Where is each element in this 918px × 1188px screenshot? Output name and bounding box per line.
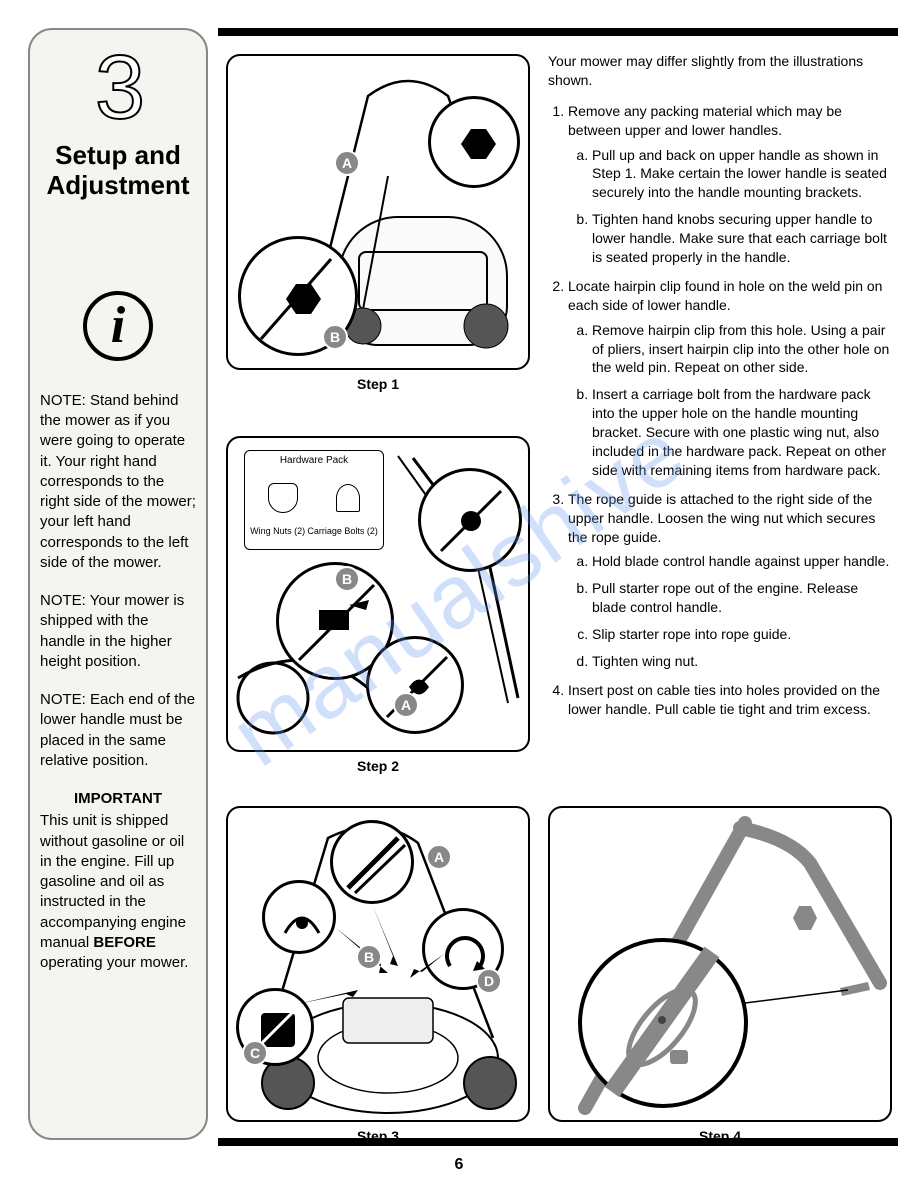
- manual-page: manualshive 3 Setup and Adjustment i NOT…: [0, 0, 918, 1188]
- instruction-2-text: Locate hairpin clip found in hole on the…: [568, 278, 882, 313]
- important-text-after: operating your mower.: [40, 954, 188, 971]
- detail-circle-knob: [428, 96, 520, 188]
- figure-step-2: Hardware Pack Wing Nuts (2) Carriage Bol…: [226, 436, 530, 752]
- figure-step-4: [548, 806, 892, 1122]
- bottom-border-bar: [218, 1138, 898, 1146]
- callout-b: B: [322, 324, 348, 350]
- step-2-label: Step 2: [357, 758, 399, 774]
- instruction-3b: Pull starter rope out of the engine. Rel…: [592, 579, 894, 617]
- instruction-list: Remove any packing material which may be…: [548, 102, 894, 719]
- callout-c-3: C: [242, 1040, 268, 1066]
- instruction-3d: Tighten wing nut.: [592, 652, 894, 671]
- callout-b-3: B: [356, 944, 382, 970]
- callout-d-3: D: [476, 968, 502, 994]
- callout-a: A: [334, 150, 360, 176]
- instruction-1a: Pull up and back on upper handle as show…: [592, 146, 894, 203]
- step-3-label: Step 3: [357, 1128, 399, 1144]
- important-text: This unit is shipped without gasoline or…: [40, 811, 196, 973]
- intro-text: Your mower may differ slightly from the …: [548, 52, 894, 90]
- detail-circle-a: [330, 820, 414, 904]
- step-1-label: Step 1: [357, 376, 399, 392]
- step-4-label: Step 4: [699, 1128, 741, 1144]
- important-text-before: This unit is shipped without gasoline or…: [40, 812, 186, 951]
- info-icon: i: [83, 291, 153, 361]
- figure-step-1: A B: [226, 54, 530, 370]
- sidebar-note-2: NOTE: Your mower is shipped with the han…: [40, 591, 196, 672]
- instruction-1: Remove any packing material which may be…: [568, 102, 894, 267]
- main-content: A B Step 1 Hardware Pack Wing Nuts (2) C…: [226, 46, 894, 1134]
- figure-step-3: A B C D: [226, 806, 530, 1122]
- instruction-3-text: The rope guide is attached to the right …: [568, 491, 875, 545]
- page-number: 6: [455, 1156, 464, 1174]
- detail-circle-b1: [262, 880, 336, 954]
- instruction-1-text: Remove any packing material which may be…: [568, 103, 842, 138]
- sidebar-note-3: NOTE: Each end of the lower handle must …: [40, 690, 196, 771]
- callout-a-3: A: [426, 844, 452, 870]
- important-label: IMPORTANT: [40, 789, 196, 809]
- chapter-sidebar: 3 Setup and Adjustment i NOTE: Stand beh…: [28, 28, 208, 1140]
- instruction-3c: Slip starter rope into rope guide.: [592, 625, 894, 644]
- chapter-number: 3: [40, 48, 196, 129]
- instruction-2a: Remove hairpin clip from this hole. Usin…: [592, 321, 894, 378]
- callout-a-2: A: [393, 692, 419, 718]
- sidebar-note-1: NOTE: Stand behind the mower as if you w…: [40, 391, 196, 573]
- instructions-column: Your mower may differ slightly from the …: [548, 52, 894, 729]
- important-bold: BEFORE: [93, 934, 156, 951]
- instruction-3a: Hold blade control handle against upper …: [592, 552, 894, 571]
- top-border-bar: [218, 28, 898, 36]
- callout-b-2: B: [334, 566, 360, 592]
- instruction-4: Insert post on cable ties into holes pro…: [568, 681, 894, 719]
- chapter-title: Setup and Adjustment: [40, 141, 196, 201]
- instruction-2: Locate hairpin clip found in hole on the…: [568, 277, 894, 480]
- detail-circle-bolt: [418, 468, 522, 572]
- instruction-2b: Insert a carriage bolt from the hardware…: [592, 385, 894, 479]
- detail-circle-cable-tie: [578, 938, 748, 1108]
- instruction-1b: Tighten hand knobs securing upper handle…: [592, 210, 894, 267]
- instruction-3: The rope guide is attached to the right …: [568, 490, 894, 671]
- detail-circle-clip: [366, 636, 464, 734]
